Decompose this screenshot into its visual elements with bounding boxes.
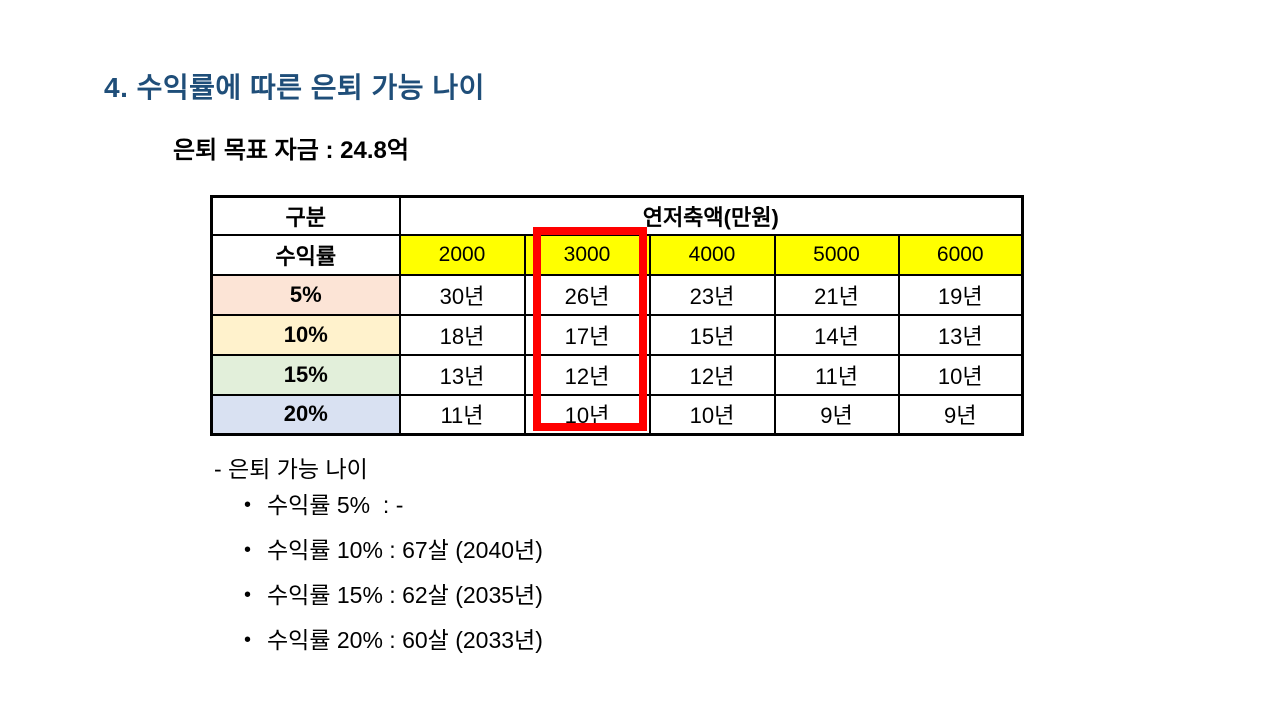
value-cell: 21년	[773, 273, 900, 316]
note-text: 수익률 20% : 60살 (2033년)	[267, 627, 543, 653]
rate-label-20pct: 20%	[210, 393, 401, 436]
value-cell: 30년	[398, 273, 526, 316]
column-header-3000: 3000	[523, 233, 651, 276]
value-cell: 13년	[897, 313, 1024, 356]
table-row-20pct: 20% 11년 10년 10년 9년 9년	[210, 393, 1024, 436]
column-header-4000: 4000	[648, 233, 776, 276]
bullet-icon: •	[244, 629, 252, 651]
value-cell: 23년	[648, 273, 776, 316]
note-text: 수익률 15% : 62살 (2035년)	[267, 582, 543, 608]
list-item: • 수익률 5% : -	[244, 492, 543, 537]
rate-label-10pct: 10%	[210, 313, 401, 356]
savings-table: 구분 연저축액(만원) 수익률 2000 3000 4000 5000 6000…	[210, 195, 1024, 436]
value-cell: 9년	[773, 393, 900, 436]
list-item: • 수익률 20% : 60살 (2033년)	[244, 627, 543, 672]
value-cell: 13년	[398, 353, 526, 396]
column-header-2000: 2000	[398, 233, 526, 276]
table-span-header: 연저축액(만원)	[398, 195, 1024, 236]
column-header-6000: 6000	[897, 233, 1024, 276]
value-cell: 14년	[773, 313, 900, 356]
list-item: • 수익률 10% : 67살 (2040년)	[244, 537, 543, 582]
bullet-icon: •	[244, 494, 252, 516]
rate-label-5pct: 5%	[210, 273, 401, 316]
notes-list: • 수익률 5% : - • 수익률 10% : 67살 (2040년) • 수…	[244, 492, 543, 672]
value-cell: 10년	[648, 393, 776, 436]
bullet-icon: •	[244, 584, 252, 606]
table-column-row: 수익률 2000 3000 4000 5000 6000	[210, 233, 1024, 276]
value-cell: 11년	[398, 393, 526, 436]
table-corner-header: 구분	[210, 195, 401, 236]
value-cell: 10년	[523, 393, 651, 436]
value-cell: 11년	[773, 353, 900, 396]
list-item: • 수익률 15% : 62살 (2035년)	[244, 582, 543, 627]
rate-label-15pct: 15%	[210, 353, 401, 396]
value-cell: 10년	[897, 353, 1024, 396]
table-row-15pct: 15% 13년 12년 12년 11년 10년	[210, 353, 1024, 396]
value-cell: 12년	[523, 353, 651, 396]
table-row-10pct: 10% 18년 17년 15년 14년 13년	[210, 313, 1024, 356]
table-header-row: 구분 연저축액(만원)	[210, 195, 1024, 236]
table-row-5pct: 5% 30년 26년 23년 21년 19년	[210, 273, 1024, 316]
value-cell: 17년	[523, 313, 651, 356]
slide-subtitle: 은퇴 목표 자금 : 24.8억	[173, 137, 409, 164]
value-cell: 9년	[897, 393, 1024, 436]
page-title: 4. 수익률에 따른 은퇴 가능 나이	[104, 72, 485, 103]
savings-table-container: 구분 연저축액(만원) 수익률 2000 3000 4000 5000 6000…	[210, 195, 1024, 436]
value-cell: 19년	[897, 273, 1024, 316]
value-cell: 12년	[648, 353, 776, 396]
note-text: 수익률 5% : -	[267, 492, 404, 518]
note-text: 수익률 10% : 67살 (2040년)	[267, 537, 543, 563]
bullet-icon: •	[244, 539, 252, 561]
value-cell: 26년	[523, 273, 651, 316]
rate-column-header: 수익률	[210, 233, 401, 276]
column-header-5000: 5000	[773, 233, 900, 276]
value-cell: 15년	[648, 313, 776, 356]
notes-heading: - 은퇴 가능 나이	[214, 456, 368, 482]
value-cell: 18년	[398, 313, 526, 356]
